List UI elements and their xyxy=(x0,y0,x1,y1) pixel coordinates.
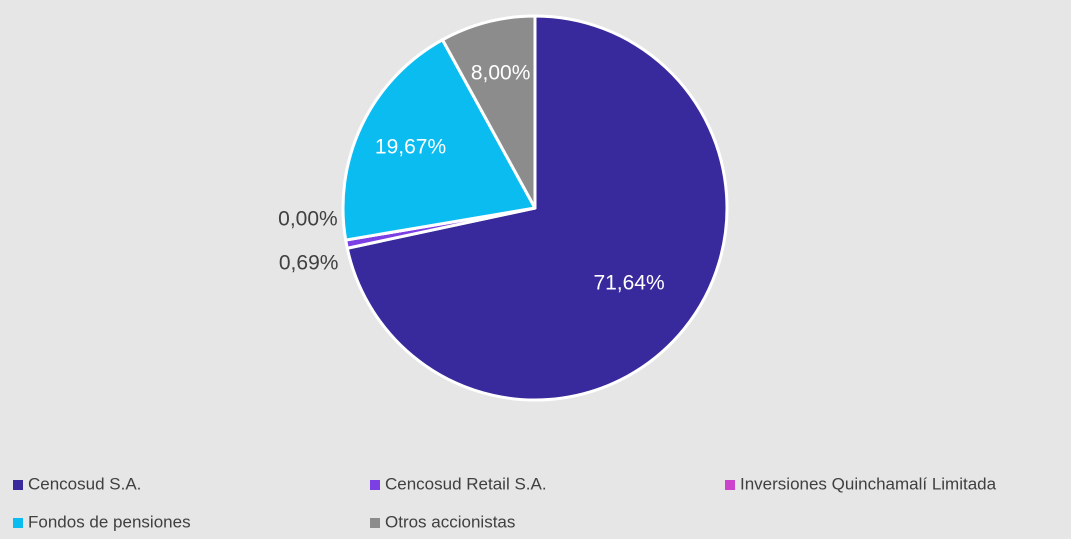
pie-slice xyxy=(441,14,537,210)
legend-label: Cencosud Retail S.A. xyxy=(385,474,547,493)
legend-label: Cencosud S.A. xyxy=(28,474,141,493)
legend-swatch xyxy=(13,518,23,528)
legend-swatch xyxy=(370,518,380,528)
legend-label: Fondos de pensiones xyxy=(28,512,191,531)
data-label: 19,67% xyxy=(375,135,446,158)
legend-label: Inversiones Quinchamalí Limitada xyxy=(740,474,997,493)
legend-swatch xyxy=(370,480,380,490)
data-label: 0,00% xyxy=(278,208,338,231)
legend-label: Otros accionistas xyxy=(385,512,515,531)
legend-swatch xyxy=(13,480,23,490)
pie-slice xyxy=(341,38,537,242)
data-label: 0,69% xyxy=(279,252,339,275)
data-label: 71,64% xyxy=(593,272,664,295)
data-label: 8,00% xyxy=(471,62,531,85)
pie-slice xyxy=(345,14,729,402)
legend-swatch xyxy=(725,480,735,490)
